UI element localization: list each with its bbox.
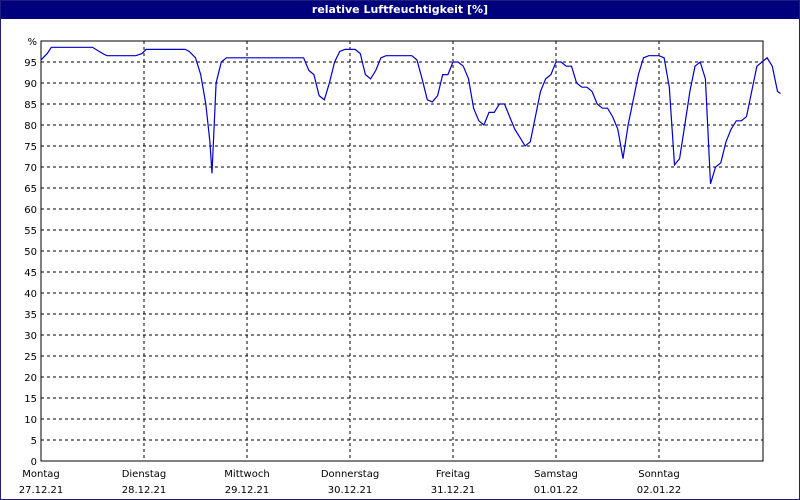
- y-unit-label: %: [27, 37, 37, 48]
- y-tick-label: 70: [24, 163, 37, 174]
- y-tick-label: 0: [31, 457, 37, 468]
- y-tick-label: 30: [24, 331, 37, 342]
- chart-title: relative Luftfeuchtigkeit [%]: [1, 1, 799, 19]
- y-tick-label: 15: [24, 394, 37, 405]
- x-tick-date: 30.12.21: [328, 485, 373, 496]
- y-tick-label: 50: [24, 247, 37, 258]
- y-tick-label: 35: [24, 310, 37, 321]
- y-tick-label: 75: [24, 142, 37, 153]
- x-tick-date: 31.12.21: [431, 485, 476, 496]
- x-tick-weekday: Montag: [22, 469, 59, 480]
- y-tick-label: 20: [24, 373, 37, 384]
- y-tick-label: 60: [24, 205, 37, 216]
- x-tick-weekday: Dienstag: [122, 469, 167, 480]
- x-tick-weekday: Samstag: [534, 469, 578, 480]
- x-tick-weekday: Sonntag: [638, 469, 680, 480]
- y-tick-label: 90: [24, 79, 37, 90]
- humidity-line: [40, 46, 781, 184]
- y-tick-label: 10: [24, 415, 37, 426]
- y-tick-label: 40: [24, 289, 37, 300]
- y-tick-label: 80: [24, 121, 37, 132]
- x-tick-date: 27.12.21: [19, 485, 64, 496]
- y-tick-label: 65: [24, 184, 37, 195]
- x-tick-date: 02.01.22: [637, 485, 682, 496]
- y-tick-label: 85: [24, 100, 37, 111]
- x-tick-weekday: Mittwoch: [224, 469, 269, 480]
- y-tick-label: 55: [24, 226, 37, 237]
- y-tick-label: 25: [24, 352, 37, 363]
- x-tick-date: 28.12.21: [122, 485, 167, 496]
- x-tick-weekday: Donnerstag: [321, 469, 379, 480]
- x-tick-date: 29.12.21: [225, 485, 270, 496]
- x-tick-weekday: Freitag: [436, 469, 470, 480]
- y-tick-label: 95: [24, 58, 37, 69]
- x-tick-date: 01.01.22: [534, 485, 579, 496]
- y-tick-label: 45: [24, 268, 37, 279]
- y-tick-label: 5: [31, 436, 37, 447]
